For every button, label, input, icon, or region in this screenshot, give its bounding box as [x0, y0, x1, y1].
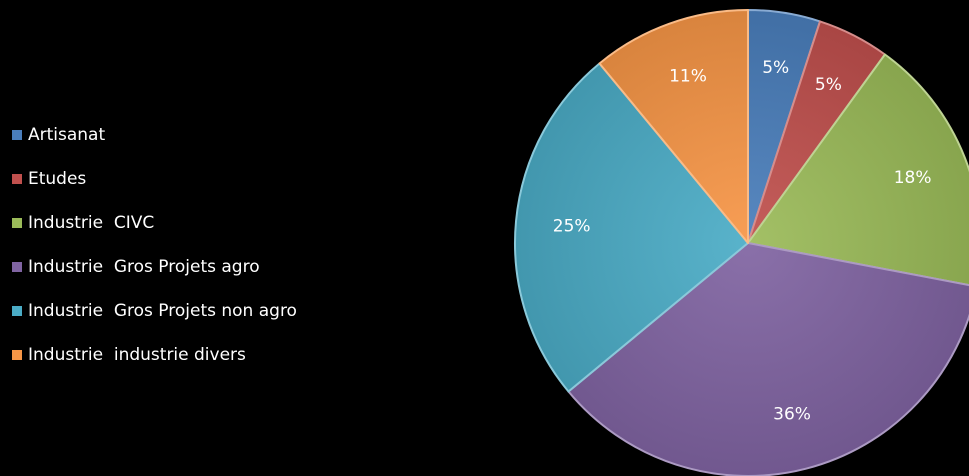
- data-label-gros-projets-agro: 36%: [773, 405, 811, 425]
- data-label-industrie-civc: 18%: [894, 168, 932, 188]
- legend-item-industrie-divers: Industrie industrie divers: [12, 344, 297, 366]
- legend-label-etudes: Etudes: [28, 169, 87, 189]
- pie-slice-gros-projets-agro: [567, 242, 969, 476]
- legend-item-etudes: Etudes: [12, 168, 297, 190]
- legend-item-gros-projets-agro: Industrie Gros Projets agro: [12, 256, 297, 278]
- data-label-gros-projets-non-agro: 25%: [553, 216, 591, 236]
- pie-slice-industrie-divers: [598, 9, 749, 244]
- legend-swatch-etudes: [12, 174, 22, 184]
- legend-swatch-artisanat: [12, 130, 22, 140]
- legend-item-gros-projets-non-agro: Industrie Gros Projets non agro: [12, 300, 297, 322]
- data-label-etudes: 5%: [815, 75, 842, 95]
- legend-swatch-gros-projets-non-agro: [12, 306, 22, 316]
- legend-item-industrie-civc: Industrie CIVC: [12, 212, 297, 234]
- legend-swatch-gros-projets-agro: [12, 262, 22, 272]
- legend: Artisanat Etudes Industrie CIVC Industri…: [12, 124, 297, 388]
- data-label-artisanat: 5%: [762, 58, 789, 78]
- legend-swatch-industrie-divers: [12, 350, 22, 360]
- pie-labels: 5% 5% 18% 36% 25% 11%: [553, 58, 932, 424]
- pie-slice-gros-projets-non-agro: [514, 62, 749, 393]
- legend-label-industrie-divers: Industrie industrie divers: [28, 345, 246, 365]
- data-label-industrie-divers: 11%: [669, 66, 707, 86]
- legend-label-gros-projets-non-agro: Industrie Gros Projets non agro: [28, 301, 297, 321]
- pie-slices: [514, 9, 969, 476]
- legend-label-artisanat: Artisanat: [28, 125, 106, 145]
- legend-item-artisanat: Artisanat: [12, 124, 297, 146]
- legend-label-gros-projets-agro: Industrie Gros Projets agro: [28, 257, 260, 277]
- legend-label-industrie-civc: Industrie CIVC: [28, 213, 155, 233]
- pie-slice-industrie-civc: [747, 53, 969, 287]
- legend-swatch-industrie-civc: [12, 218, 22, 228]
